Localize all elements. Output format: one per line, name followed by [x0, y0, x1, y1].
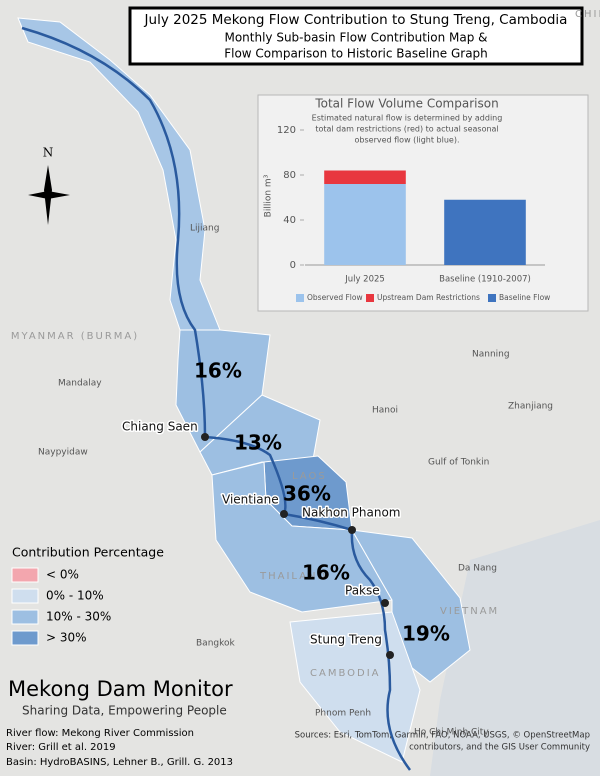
legend-swatch	[366, 294, 374, 302]
place-label: Zhanjiang	[508, 402, 553, 412]
country-label: VIETNAM	[440, 606, 499, 617]
station-label: Vientiane	[222, 493, 279, 507]
title-box: July 2025 Mekong Flow Contribution to St…	[128, 6, 584, 66]
subtitle: Flow Comparison to Historic Baseline Gra…	[224, 47, 488, 61]
y-axis-label: Billion m³	[264, 174, 274, 217]
legend-label: 0% - 10%	[46, 589, 104, 603]
country-label: CAMBODIA	[310, 668, 381, 679]
legend-label: > 30%	[46, 631, 87, 645]
bar	[324, 170, 406, 184]
place-label: Naypyidaw	[38, 448, 88, 458]
place-label: Mandalay	[58, 379, 102, 389]
y-tick-label: 120	[277, 125, 296, 136]
north-arrow: N	[28, 146, 70, 225]
chart-subtitle: Estimated natural flow is determined by …	[312, 114, 503, 123]
country-label: CHINA	[575, 9, 600, 20]
place-label: Ho Chi Minh City	[414, 728, 489, 738]
y-tick-label: 40	[283, 215, 296, 226]
basin-share: 19%	[402, 622, 450, 646]
station-label: Pakse	[345, 584, 380, 598]
river	[21, 26, 412, 771]
legend-label: Upstream Dam Restrictions	[377, 293, 480, 302]
country-label: MYANMAR (BURMA)	[11, 331, 139, 342]
legend-swatch	[488, 294, 496, 302]
station-label: Chiang Saen	[122, 420, 198, 434]
attribution: contributors, and the GIS User Community	[409, 743, 590, 753]
y-tick-label: 80	[283, 170, 296, 181]
x-tick-label: Baseline (1910-2007)	[439, 275, 531, 285]
chart-background	[257, 94, 589, 312]
place-label: Phnom Penh	[315, 709, 371, 719]
branding: Mekong Dam Monitor Sharing Data, Empower…	[6, 677, 590, 768]
chart-title: Total Flow Volume Comparison	[314, 97, 498, 111]
station-markers	[201, 433, 394, 659]
y-tick-label: 0	[290, 260, 296, 271]
legend-swatch	[11, 630, 39, 646]
sea	[430, 520, 600, 776]
credit: River: Grill et al. 2019	[6, 742, 116, 753]
north-label: N	[43, 146, 54, 160]
legend: Contribution Percentage < 0% 0% - 10% 10% …	[11, 545, 164, 646]
basin-share: 16%	[302, 561, 350, 585]
chart-subtitle: total dam restrictions (red) to actual s…	[315, 125, 498, 134]
station-label: Nakhon Phanom	[302, 506, 400, 520]
bar	[444, 199, 526, 265]
legend-label: 10% - 30%	[46, 610, 111, 624]
basin-share: 13%	[234, 431, 282, 455]
country-label: THAILAND	[259, 571, 327, 582]
subtitle: Monthly Sub-basin Flow Contribution Map …	[224, 31, 487, 45]
legend-swatch	[11, 588, 39, 604]
chart-subtitle: observed flow (light blue).	[355, 136, 460, 145]
place-label: Hanoi	[372, 406, 398, 416]
credit: Basin: HydroBASINS, Lehner B., Grill. G.…	[6, 757, 233, 768]
legend-title: Contribution Percentage	[12, 545, 164, 560]
basin-share: 36%	[283, 482, 331, 506]
map-labels: CHINA MYANMAR (BURMA) LAOS THAILAND VIET…	[11, 9, 600, 738]
chart-panel: Total Flow Volume Comparison Estimated n…	[257, 94, 589, 312]
x-tick-label: July 2025	[344, 275, 385, 285]
place-label: Bangkok	[196, 639, 236, 649]
attribution: Sources: Esri, TomTom, Garmin, FAO, NOAA…	[295, 731, 590, 741]
basin-share: 16%	[194, 359, 242, 383]
brand-name: Mekong Dam Monitor	[8, 677, 233, 701]
place-label: Nanning	[472, 350, 510, 360]
place-label: Da Nang	[458, 564, 497, 574]
legend-swatch	[296, 294, 304, 302]
bar	[324, 184, 406, 265]
legend-swatch	[11, 567, 39, 583]
legend-label: Baseline Flow	[499, 293, 550, 302]
title: July 2025 Mekong Flow Contribution to St…	[144, 12, 568, 28]
legend-label: Observed Flow	[307, 293, 363, 302]
legend-swatch	[11, 609, 39, 625]
station-label: Stung Treng	[310, 633, 382, 647]
credit: River flow: Mekong River Commission	[6, 728, 194, 739]
legend-label: < 0%	[46, 568, 79, 582]
place-label: Gulf of Tonkin	[428, 458, 489, 468]
place-label: Lijiang	[190, 224, 219, 234]
country-label: LAOS	[292, 471, 327, 482]
brand-tagline: Sharing Data, Empowering People	[22, 704, 227, 718]
